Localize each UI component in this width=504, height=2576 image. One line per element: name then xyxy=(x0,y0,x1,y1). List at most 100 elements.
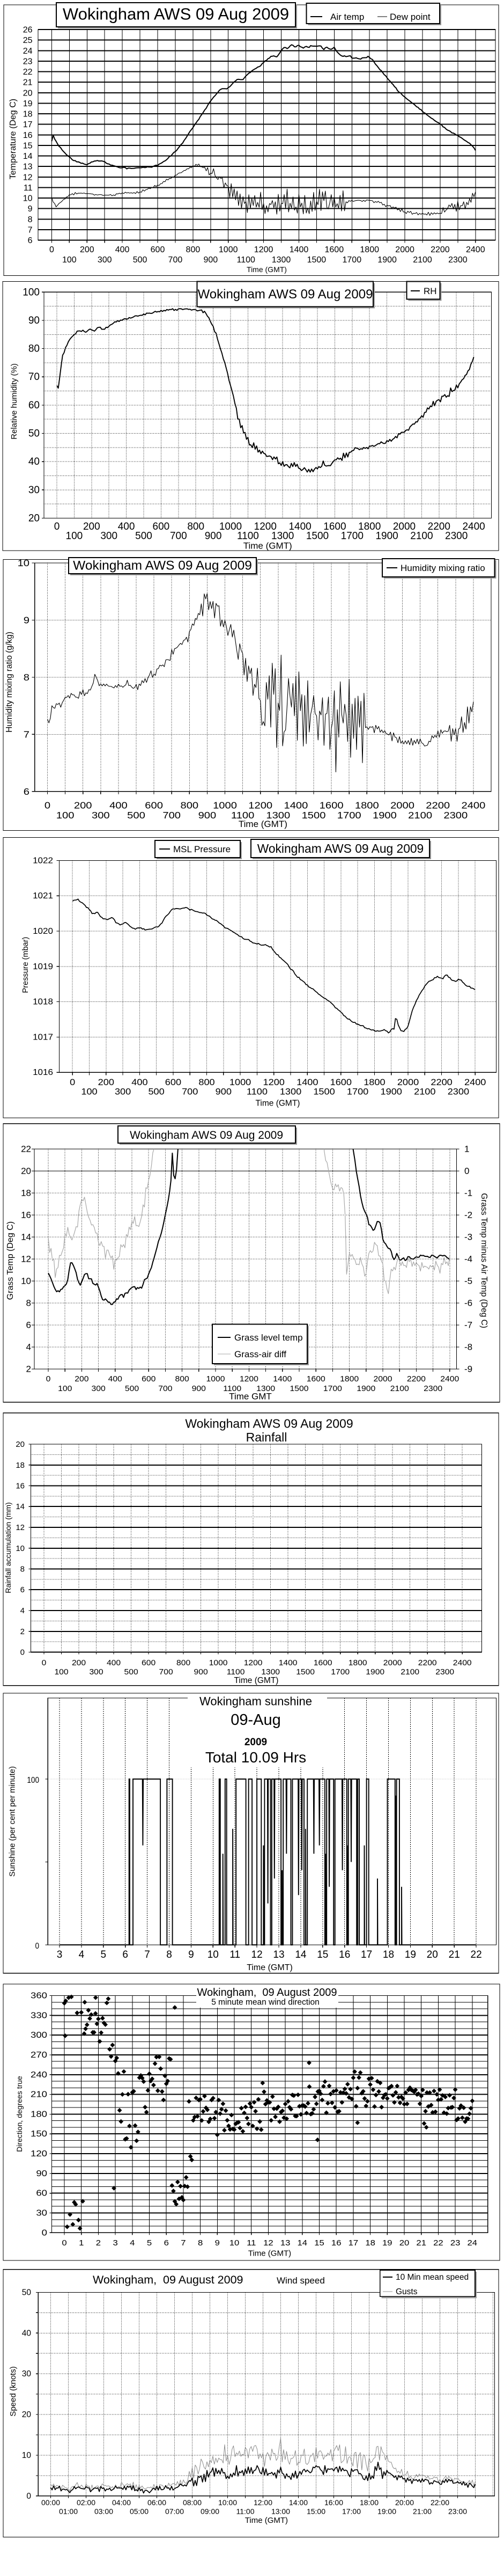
svg-text:14: 14 xyxy=(23,152,33,161)
svg-text:16: 16 xyxy=(331,2239,342,2248)
svg-text:8: 8 xyxy=(28,215,33,224)
svg-text:1900: 1900 xyxy=(366,1667,384,1676)
svg-text:2400: 2400 xyxy=(464,1077,486,1087)
svg-text:10: 10 xyxy=(207,1949,219,1960)
svg-text:240: 240 xyxy=(31,2070,47,2079)
svg-text:1700: 1700 xyxy=(323,1384,342,1393)
svg-text:4: 4 xyxy=(20,1606,25,1615)
svg-text:5: 5 xyxy=(101,1949,107,1960)
svg-text:6: 6 xyxy=(26,1320,31,1330)
svg-text:600: 600 xyxy=(153,521,170,532)
svg-text:Total 10.09 Hrs: Total 10.09 Hrs xyxy=(205,1749,306,1766)
svg-text:2: 2 xyxy=(20,1627,25,1636)
svg-text:Wokingham AWS 09 Aug 2009: Wokingham AWS 09 Aug 2009 xyxy=(257,841,424,855)
svg-text:19:00: 19:00 xyxy=(377,2507,396,2516)
svg-text:1500: 1500 xyxy=(302,810,326,821)
svg-text:1100: 1100 xyxy=(247,1086,268,1096)
svg-text:2400: 2400 xyxy=(461,800,485,811)
svg-text:2300: 2300 xyxy=(448,1086,469,1096)
svg-text:900: 900 xyxy=(194,1667,208,1676)
svg-text:8: 8 xyxy=(26,1298,31,1308)
svg-text:800: 800 xyxy=(187,521,204,532)
svg-text:19: 19 xyxy=(382,2239,392,2248)
svg-text:2300: 2300 xyxy=(445,531,468,542)
svg-text:21: 21 xyxy=(23,78,33,87)
svg-text:3: 3 xyxy=(57,1949,63,1960)
svg-text:2000: 2000 xyxy=(390,800,414,811)
svg-text:1: 1 xyxy=(464,1144,469,1154)
svg-text:2400: 2400 xyxy=(440,1374,459,1384)
svg-text:10: 10 xyxy=(23,194,33,203)
svg-text:17: 17 xyxy=(361,1949,372,1960)
svg-text:800: 800 xyxy=(180,800,198,811)
svg-text:11: 11 xyxy=(24,184,33,193)
svg-text:700: 700 xyxy=(170,531,187,542)
svg-text:22: 22 xyxy=(21,1144,31,1154)
svg-text:100: 100 xyxy=(62,255,77,265)
svg-text:-6: -6 xyxy=(464,1298,472,1308)
svg-text:11: 11 xyxy=(247,2239,256,2248)
svg-text:70: 70 xyxy=(28,371,40,383)
svg-text:400: 400 xyxy=(109,800,128,811)
svg-text:500: 500 xyxy=(133,255,147,265)
svg-text:600: 600 xyxy=(145,800,163,811)
svg-text:6: 6 xyxy=(28,236,33,245)
svg-text:Time (GMT): Time (GMT) xyxy=(256,1099,300,1108)
svg-text:1200: 1200 xyxy=(244,1659,263,1667)
svg-text:12: 12 xyxy=(16,1523,25,1532)
svg-text:23:00: 23:00 xyxy=(448,2507,467,2516)
svg-text:21: 21 xyxy=(449,1949,460,1960)
svg-text:Direction, degrees true: Direction, degrees true xyxy=(15,2076,24,2152)
svg-text:9: 9 xyxy=(188,1949,194,1960)
svg-text:2300: 2300 xyxy=(443,810,468,821)
svg-text:17: 17 xyxy=(23,120,33,129)
svg-text:1800: 1800 xyxy=(364,1077,385,1087)
svg-text:22: 22 xyxy=(23,68,33,77)
svg-text:14:00: 14:00 xyxy=(289,2498,308,2507)
svg-text:300: 300 xyxy=(89,1667,103,1676)
svg-text:25: 25 xyxy=(23,36,33,45)
svg-text:1018: 1018 xyxy=(33,997,53,1006)
svg-text:7: 7 xyxy=(181,2239,186,2248)
svg-text:300: 300 xyxy=(100,531,117,542)
svg-text:1017: 1017 xyxy=(33,1033,53,1042)
svg-text:5 minute mean wind direction: 5 minute mean wind direction xyxy=(211,1998,320,2007)
svg-text:22: 22 xyxy=(433,2239,443,2248)
svg-text:1500: 1500 xyxy=(306,531,329,542)
svg-text:12: 12 xyxy=(21,1254,31,1264)
svg-text:11:00: 11:00 xyxy=(236,2507,255,2516)
svg-text:18: 18 xyxy=(21,1188,31,1198)
svg-text:Rainfall: Rainfall xyxy=(246,1430,287,1444)
svg-text:1000: 1000 xyxy=(209,1659,228,1667)
svg-text:Grass level temp: Grass level temp xyxy=(234,1333,303,1343)
svg-text:6: 6 xyxy=(164,2239,169,2248)
svg-text:200: 200 xyxy=(72,1659,86,1667)
svg-text:Grass Temp minus Air Temp (Deg: Grass Temp minus Air Temp (Deg C) xyxy=(479,1193,488,1328)
svg-text:13: 13 xyxy=(280,2239,291,2248)
svg-text:180: 180 xyxy=(31,2110,47,2119)
svg-text:0: 0 xyxy=(42,1659,47,1667)
svg-text:700: 700 xyxy=(168,255,183,265)
svg-text:1700: 1700 xyxy=(343,255,362,265)
svg-text:9: 9 xyxy=(215,2239,220,2248)
svg-text:900: 900 xyxy=(192,1384,206,1393)
svg-text:07:00: 07:00 xyxy=(165,2507,184,2516)
svg-text:19: 19 xyxy=(405,1949,416,1960)
svg-text:1800: 1800 xyxy=(355,800,379,811)
svg-text:Wokingham AWS 09 Aug 2009: Wokingham AWS 09 Aug 2009 xyxy=(198,287,373,302)
svg-text:2200: 2200 xyxy=(428,521,450,532)
svg-text:21:00: 21:00 xyxy=(413,2507,432,2516)
svg-text:Dew point: Dew point xyxy=(390,12,431,22)
svg-text:1400: 1400 xyxy=(297,1077,318,1087)
svg-text:270: 270 xyxy=(31,2050,47,2059)
svg-text:-9: -9 xyxy=(464,1364,472,1374)
svg-text:1900: 1900 xyxy=(357,1384,375,1393)
svg-text:200: 200 xyxy=(80,245,94,254)
svg-text:1700: 1700 xyxy=(337,810,361,821)
svg-text:200: 200 xyxy=(74,800,92,811)
svg-text:500: 500 xyxy=(127,810,145,821)
svg-text:600: 600 xyxy=(165,1077,181,1087)
svg-text:1300: 1300 xyxy=(261,1667,280,1676)
svg-text:4: 4 xyxy=(130,2239,135,2248)
svg-text:1100: 1100 xyxy=(236,255,255,265)
